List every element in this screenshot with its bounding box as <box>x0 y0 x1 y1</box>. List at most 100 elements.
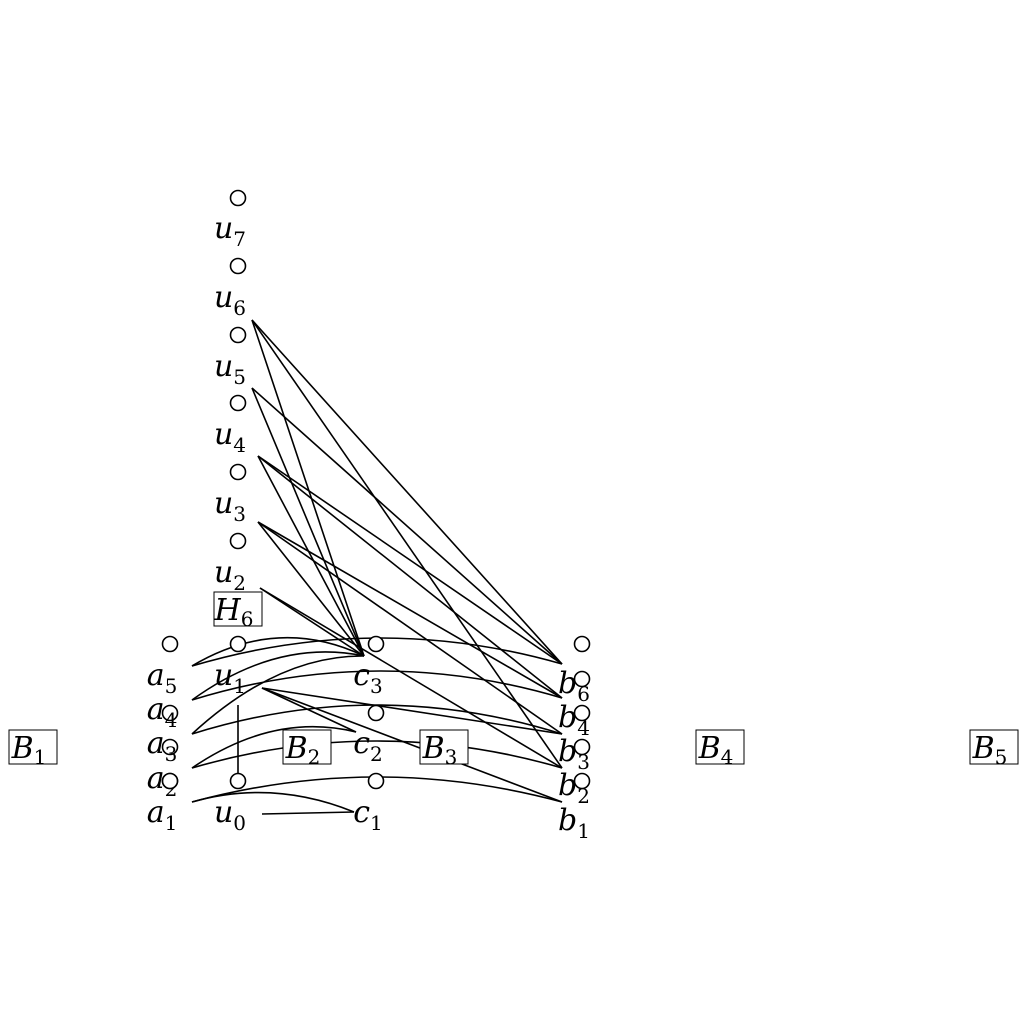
node-c3: c3 <box>353 635 385 698</box>
box-label-base: B <box>698 731 721 766</box>
node-circle-c1 <box>367 772 385 790</box>
box-label-B3: B3 <box>422 731 458 769</box>
node-label-u1: u1 <box>214 658 246 698</box>
node-label-base: b <box>558 666 577 701</box>
node-circle-c2 <box>367 704 385 722</box>
node-label-base: b <box>558 768 577 803</box>
box-frame-B2 <box>282 729 332 765</box>
node-circle-c3 <box>367 635 385 653</box>
node-circle-u2 <box>229 532 247 550</box>
node-circle-a4 <box>161 704 179 722</box>
node-label-subscript: 5 <box>233 365 246 389</box>
edge-u1-c2 <box>261 687 357 733</box>
node-circle-a1 <box>161 772 179 790</box>
edge-a5-c3 <box>191 636 365 667</box>
edge-u2-b2 <box>259 587 563 769</box>
node-label-a5: a5 <box>147 658 178 698</box>
node-u6: u6 <box>214 257 247 320</box>
node-circle-b3 <box>573 704 591 722</box>
node-c1: c1 <box>353 772 385 835</box>
node-label-base: u <box>214 417 233 452</box>
node-u4: u4 <box>214 394 247 457</box>
node-label-base: a <box>147 658 165 693</box>
box-label-subscript: 6 <box>241 607 254 631</box>
box-frame-B3 <box>419 729 469 765</box>
node-label-base: u <box>214 349 233 384</box>
node-label-subscript: 6 <box>233 296 246 320</box>
node-label-base: u <box>214 486 233 521</box>
node-a1: a1 <box>147 772 179 835</box>
edge-u5-c3 <box>251 387 365 657</box>
node-label-base: u <box>214 280 233 315</box>
node-label-base: b <box>558 803 577 838</box>
node-label-base: u <box>214 555 233 590</box>
node-label-subscript: 1 <box>233 674 246 698</box>
node-label-subscript: 1 <box>165 811 178 835</box>
node-a3: a3 <box>147 726 179 766</box>
node-label-b1: b1 <box>558 803 590 843</box>
node-u1: u1 <box>214 635 247 698</box>
node-label-u3: u3 <box>214 486 246 526</box>
node-label-base: b <box>558 700 577 735</box>
node-u7: u7 <box>214 189 247 251</box>
node-label-a1: a1 <box>147 795 178 835</box>
edge-u0-c1 <box>261 811 355 815</box>
node-label-subscript: 1 <box>370 811 383 835</box>
node-label-subscript: 4 <box>165 708 178 732</box>
box-label-B2: B2 <box>285 731 321 769</box>
edge-u6-b6 <box>251 319 563 665</box>
box-label-base: B <box>972 731 995 766</box>
node-label-subscript: 4 <box>577 716 590 740</box>
node-label-base: b <box>558 734 577 769</box>
node-circle-u5 <box>229 326 247 344</box>
box-frame-H6 <box>213 591 263 627</box>
node-label-subscript: 1 <box>577 819 590 843</box>
box-label-base: B <box>422 731 445 766</box>
edge-u4-b6 <box>257 455 563 665</box>
node-circle-u0 <box>229 772 247 790</box>
box-B4: B4 <box>695 729 745 769</box>
node-label-u5: u5 <box>214 349 246 389</box>
node-b3: b3 <box>558 704 591 774</box>
box-label-B1: B1 <box>11 731 47 769</box>
node-label-subscript: 3 <box>577 750 590 774</box>
box-label-subscript: 3 <box>445 745 458 769</box>
edge-a4-b4 <box>191 670 563 701</box>
node-label-b4: b4 <box>558 700 590 740</box>
node-u5: u5 <box>214 326 247 389</box>
node-label-a4: a4 <box>147 692 178 732</box>
node-label-subscript: 7 <box>233 227 246 251</box>
box-label-base: H <box>214 593 242 628</box>
edge-layer <box>191 319 563 815</box>
node-label-subscript: 4 <box>233 433 246 457</box>
node-b6: b6 <box>558 635 591 706</box>
node-a5: a5 <box>147 635 179 698</box>
node-b1: b1 <box>558 772 591 843</box>
node-b4: b4 <box>558 670 591 740</box>
node-u3: u3 <box>214 463 247 526</box>
node-label-subscript: 3 <box>233 502 246 526</box>
node-b2: b2 <box>558 738 591 808</box>
box-label-B4: B4 <box>698 731 734 769</box>
box-frame-B5 <box>969 729 1019 765</box>
edge-u1-b3 <box>261 687 563 735</box>
node-label-base: a <box>147 726 165 761</box>
node-circle-b4 <box>573 670 591 688</box>
box-label-subscript: 1 <box>34 745 47 769</box>
edge-a2-b2 <box>191 740 563 769</box>
edge-u4-b4 <box>257 455 563 699</box>
edge-u4-c3 <box>257 455 365 657</box>
node-label-base: a <box>147 692 165 727</box>
box-label-H6: H6 <box>214 593 254 631</box>
node-label-u4: u4 <box>214 417 246 457</box>
node-label-subscript: 3 <box>370 674 383 698</box>
node-label-a3: a3 <box>147 726 178 766</box>
node-label-subscript: 2 <box>577 784 590 808</box>
node-circle-u7 <box>229 189 247 207</box>
box-B3: B3 <box>419 729 469 769</box>
node-u2: u2 <box>214 532 247 595</box>
node-label-b6: b6 <box>558 666 590 706</box>
node-label-base: c <box>353 658 370 693</box>
box-B5: B5 <box>969 729 1019 769</box>
box-label-base: B <box>11 731 34 766</box>
